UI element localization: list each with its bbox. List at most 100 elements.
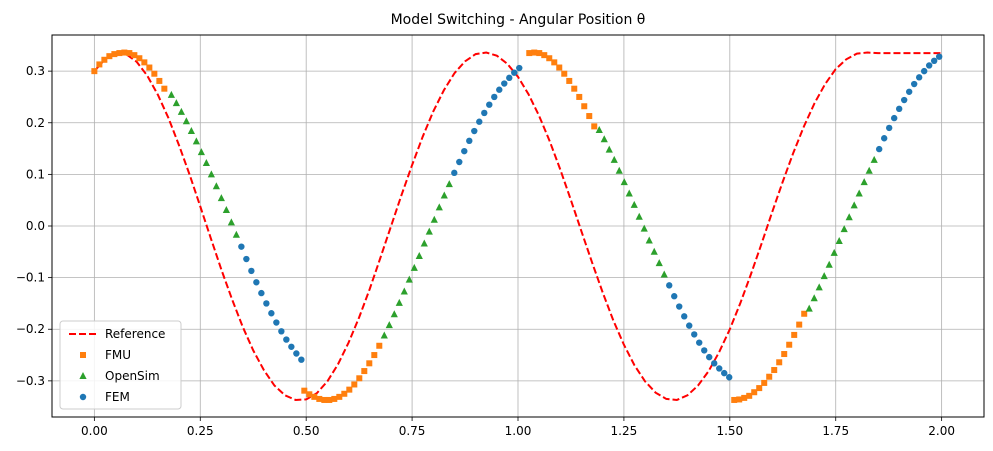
data-point	[761, 379, 768, 386]
data-point	[810, 294, 818, 302]
x-tick-label: 0.25	[187, 424, 214, 438]
series-line-reference	[93, 51, 942, 401]
data-point	[461, 147, 468, 155]
data-point	[273, 319, 280, 326]
data-point	[900, 96, 908, 104]
data-point	[711, 360, 718, 367]
data-point	[566, 77, 573, 84]
legend: Reference FMU OpenSim FEM	[59, 320, 182, 410]
data-point	[681, 313, 688, 320]
series-fem	[238, 53, 943, 381]
data-point	[726, 374, 733, 381]
series-fmu	[91, 49, 808, 403]
y-tick-label: −0.1	[16, 271, 45, 285]
data-point	[430, 215, 438, 223]
data-point	[440, 191, 448, 199]
data-point	[561, 70, 568, 77]
data-point	[491, 93, 498, 101]
data-point	[182, 117, 190, 125]
data-point	[541, 52, 548, 59]
x-tick-label: 0.00	[81, 424, 108, 438]
data-point	[895, 105, 903, 113]
data-point	[905, 88, 913, 95]
plot-series	[91, 49, 943, 403]
data-point	[466, 137, 473, 145]
data-point	[243, 255, 250, 263]
data-point	[258, 289, 265, 297]
data-point	[930, 57, 938, 65]
data-point	[331, 395, 338, 402]
data-point	[456, 158, 463, 166]
data-point	[776, 359, 783, 366]
data-point	[845, 213, 853, 221]
data-point	[156, 77, 163, 84]
legend-marker-swatch	[79, 393, 87, 401]
data-point	[731, 396, 738, 403]
data-point	[293, 350, 300, 357]
legend-label: Reference	[105, 327, 165, 341]
data-point	[232, 230, 240, 238]
data-point	[546, 55, 553, 62]
data-point	[445, 180, 453, 188]
data-point	[121, 49, 128, 56]
data-point	[610, 155, 618, 163]
data-point	[435, 203, 443, 211]
data-point	[172, 99, 180, 107]
data-point	[167, 90, 175, 98]
data-point	[366, 360, 373, 367]
x-tick-label: 2.00	[928, 424, 955, 438]
data-point	[253, 279, 260, 286]
data-point	[301, 387, 308, 394]
data-point	[415, 251, 423, 259]
data-point	[850, 201, 858, 209]
data-point	[326, 396, 333, 403]
data-point	[222, 205, 230, 213]
data-point	[496, 86, 503, 93]
legend-label: FMU	[105, 348, 131, 362]
data-point	[506, 74, 513, 82]
data-point	[706, 353, 713, 361]
data-point	[771, 367, 778, 374]
data-point	[741, 394, 748, 401]
data-point	[501, 80, 508, 87]
data-point	[311, 393, 318, 400]
data-point	[766, 373, 773, 380]
data-point	[625, 189, 633, 197]
data-point	[756, 385, 763, 392]
data-point	[197, 148, 205, 156]
data-point	[935, 53, 943, 60]
data-point	[187, 127, 195, 135]
y-tick-label: 0.1	[26, 167, 45, 181]
data-point	[227, 218, 235, 226]
y-tick-label: −0.2	[16, 322, 45, 336]
data-point	[351, 381, 358, 388]
data-point	[805, 304, 813, 312]
data-point	[840, 225, 848, 233]
data-point	[736, 396, 743, 403]
data-point	[361, 368, 368, 375]
data-point	[101, 56, 108, 63]
data-point	[820, 272, 828, 280]
data-point	[126, 50, 133, 57]
data-point	[161, 85, 168, 92]
data-point	[91, 68, 98, 75]
data-point	[721, 369, 728, 377]
data-point	[835, 236, 843, 244]
legend-label: OpenSim	[105, 369, 160, 383]
data-point	[910, 80, 918, 88]
axis-ticks: 0.00 0.25 0.50 0.75 1.00 1.25 1.50 1.75 2.00 0.3 0…	[16, 64, 955, 438]
data-point	[380, 331, 388, 339]
data-point	[346, 386, 353, 393]
data-point	[390, 310, 398, 318]
legend-item: FMU	[80, 348, 131, 362]
data-point	[696, 339, 703, 346]
data-point	[263, 300, 270, 307]
x-tick-label: 1.00	[505, 424, 532, 438]
data-point	[615, 166, 623, 174]
data-point	[716, 365, 723, 372]
x-tick-label: 1.50	[716, 424, 743, 438]
data-point	[701, 347, 708, 354]
x-tick-label: 0.50	[293, 424, 320, 438]
data-point	[410, 263, 418, 271]
